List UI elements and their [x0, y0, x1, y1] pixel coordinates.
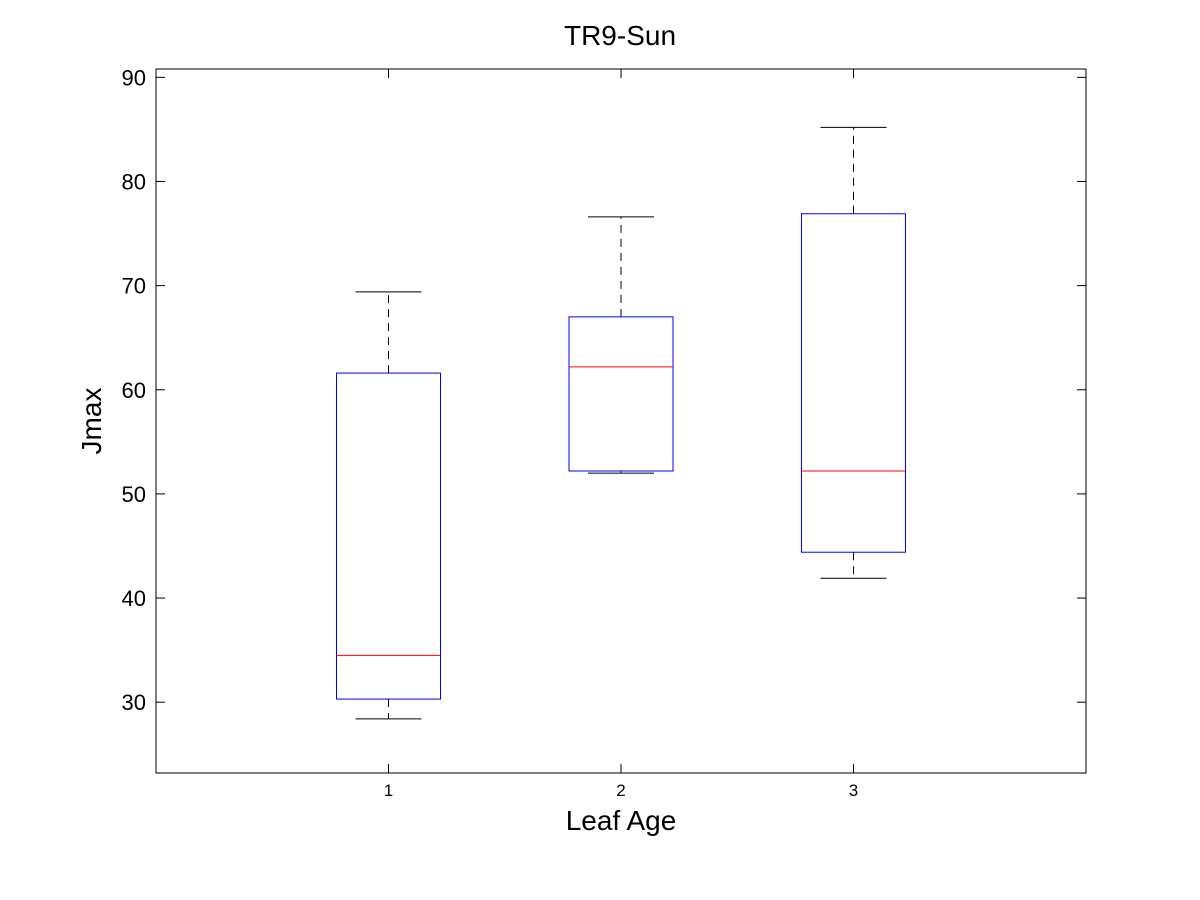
plot-area-frame [155, 68, 1087, 774]
y-tick-label: 40 [122, 586, 146, 611]
y-tick-label: 80 [122, 169, 146, 194]
x-tick-label: 2 [616, 781, 625, 800]
y-tick-label: 60 [122, 378, 146, 403]
box-series [336, 126, 906, 720]
box-group [336, 291, 441, 720]
box-iqr [801, 213, 906, 553]
y-tick-label: 90 [122, 65, 146, 90]
x-tick-label: 3 [849, 781, 858, 800]
box-group [801, 126, 906, 579]
y-tick-label: 50 [122, 482, 146, 507]
chart-title: TR9-Sun [564, 20, 676, 51]
box-iqr [568, 316, 674, 472]
y-axis-title: Jmax [76, 388, 107, 455]
box-iqr [336, 372, 441, 700]
y-axis: 30 40 50 60 70 80 90 [122, 65, 1086, 715]
box-group [568, 216, 674, 474]
x-axis-title: Leaf Age [566, 805, 677, 836]
x-tick-label: 1 [384, 781, 393, 800]
x-axis: 1 2 3 [384, 69, 858, 800]
y-tick-label: 70 [122, 274, 146, 299]
y-tick-label: 30 [122, 690, 146, 715]
